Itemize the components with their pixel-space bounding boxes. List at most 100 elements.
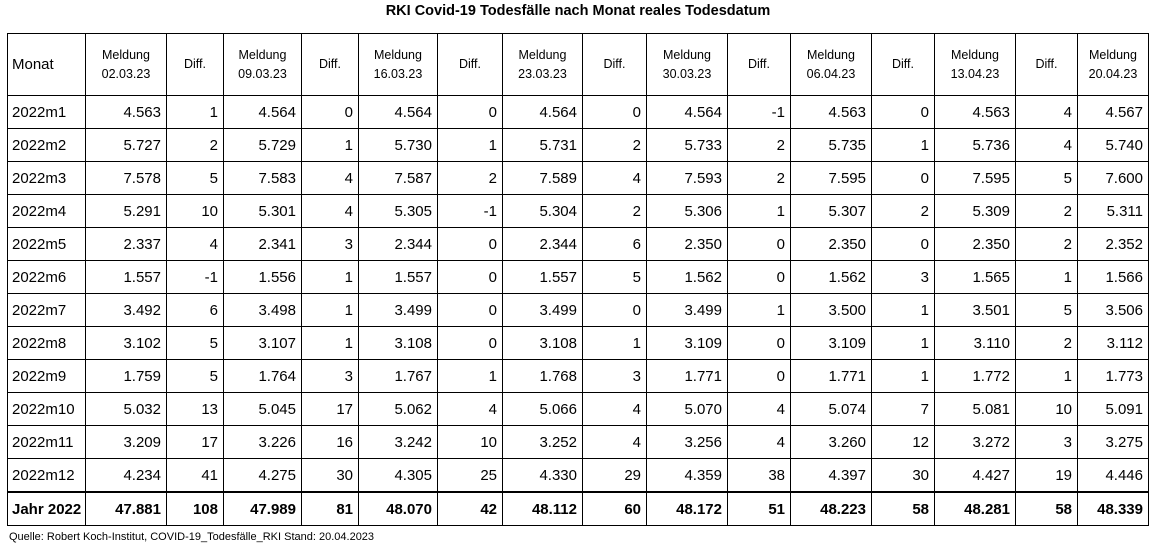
meldung-cell: 4.564 — [223, 95, 302, 129]
meldung-cell: 5.727 — [85, 128, 167, 162]
deaths-table: Monat Meldung 02.03.23 Diff. Meldung 09.03.23… — [7, 33, 1149, 526]
meldung-cell: 3.108 — [502, 326, 583, 360]
diff-cell: 1 — [301, 293, 359, 327]
table-title: RKI Covid-19 Todesfälle nach Monat reale… — [385, 3, 771, 19]
meldung-cell: 4.305 — [358, 458, 438, 493]
table-row: 2022m8 3.102 5 3.107 1 3.108 0 3.108 1 3.109 0 3.10… — [7, 326, 1149, 360]
diff-cell: 6 — [582, 227, 647, 261]
meldung-cell: 4.359 — [646, 458, 728, 493]
meldung-cell: 1.562 — [790, 260, 872, 294]
total-cell: 47.989 — [223, 491, 302, 526]
diff-cell: 25 — [437, 458, 503, 493]
meldung-cell: 5.740 — [1077, 128, 1149, 162]
diff-cell: 13 — [166, 392, 224, 426]
meldung-cell: 1.759 — [85, 359, 167, 393]
diff-cell: 1 — [301, 326, 359, 360]
diff-cell: 0 — [582, 293, 647, 327]
diff-cell: 10 — [437, 425, 503, 459]
meldung-cell: 1.764 — [223, 359, 302, 393]
diff-cell: 29 — [582, 458, 647, 493]
month-cell: 2022m10 — [7, 392, 86, 426]
diff-cell: 4 — [301, 194, 359, 228]
meldung-cell: 5.735 — [790, 128, 872, 162]
diff-cell: 5 — [582, 260, 647, 294]
total-cell: 58 — [871, 491, 935, 526]
header-line: 09.03.23 — [238, 66, 287, 81]
meldung-cell: 5.074 — [790, 392, 872, 426]
meldung-cell: 5.081 — [934, 392, 1016, 426]
diff-cell: 0 — [301, 95, 359, 129]
meldung-cell: 4.275 — [223, 458, 302, 493]
diff-cell: 16 — [301, 425, 359, 459]
meldung-cell: 4.446 — [1077, 458, 1149, 493]
meldung-cell: 7.578 — [85, 161, 167, 195]
table-row: 2022m1 4.563 1 4.564 0 4.564 0 4.564 0 4.564 -1 4.5… — [7, 95, 1149, 129]
month-cell: 2022m4 — [7, 194, 86, 228]
meldung-cell: 3.252 — [502, 425, 583, 459]
header-diff: Diff. — [727, 33, 791, 96]
header-line: Meldung — [238, 47, 287, 62]
meldung-cell: 4.234 — [85, 458, 167, 493]
meldung-cell: 1.566 — [1077, 260, 1149, 294]
meldung-cell: 3.209 — [85, 425, 167, 459]
diff-cell: 4 — [582, 392, 647, 426]
diff-cell: 10 — [1015, 392, 1078, 426]
meldung-cell: 1.773 — [1077, 359, 1149, 393]
meldung-cell: 4.330 — [502, 458, 583, 493]
header-row: Monat Meldung 02.03.23 Diff. Meldung 09.03.23… — [7, 33, 1149, 96]
meldung-cell: 2.341 — [223, 227, 302, 261]
meldung-cell: 2.352 — [1077, 227, 1149, 261]
total-cell: 51 — [727, 491, 791, 526]
meldung-cell: 3.256 — [646, 425, 728, 459]
diff-cell: 2 — [871, 194, 935, 228]
meldung-cell: 5.729 — [223, 128, 302, 162]
total-cell: 81 — [301, 491, 359, 526]
diff-cell: 12 — [871, 425, 935, 459]
meldung-cell: 5.311 — [1077, 194, 1149, 228]
diff-cell: 0 — [582, 95, 647, 129]
diff-cell: 2 — [582, 128, 647, 162]
diff-cell: 2 — [1015, 227, 1078, 261]
diff-cell: 41 — [166, 458, 224, 493]
diff-cell: 1 — [582, 326, 647, 360]
meldung-cell: 2.337 — [85, 227, 167, 261]
diff-cell: 7 — [871, 392, 935, 426]
total-cell: 108 — [166, 491, 224, 526]
meldung-cell: 5.062 — [358, 392, 438, 426]
meldung-cell: 5.301 — [223, 194, 302, 228]
total-cell: 48.112 — [502, 491, 583, 526]
meldung-cell: 2.350 — [646, 227, 728, 261]
meldung-cell: 5.045 — [223, 392, 302, 426]
diff-cell: 2 — [166, 128, 224, 162]
meldung-cell: 4.563 — [934, 95, 1016, 129]
meldung-cell: 3.109 — [646, 326, 728, 360]
meldung-cell: 1.562 — [646, 260, 728, 294]
diff-cell: 4 — [582, 425, 647, 459]
diff-cell: 4 — [1015, 128, 1078, 162]
meldung-cell: 4.427 — [934, 458, 1016, 493]
header-diff: Diff. — [582, 33, 647, 96]
diff-cell: 1 — [1015, 260, 1078, 294]
meldung-cell: 2.344 — [502, 227, 583, 261]
source-note: Quelle: Robert Koch-Institut, COVID-19_T… — [9, 531, 375, 543]
diff-cell: 2 — [727, 161, 791, 195]
diff-cell: 5 — [1015, 161, 1078, 195]
diff-cell: 1 — [871, 128, 935, 162]
diff-cell: 2 — [1015, 194, 1078, 228]
header-line: Meldung — [1089, 47, 1137, 62]
total-cell: 48.339 — [1077, 491, 1149, 526]
month-cell: 2022m12 — [7, 458, 86, 493]
diff-cell: 1 — [871, 359, 935, 393]
diff-cell: -1 — [437, 194, 503, 228]
meldung-cell: 3.498 — [223, 293, 302, 327]
diff-cell: 1 — [301, 260, 359, 294]
diff-cell: 5 — [166, 161, 224, 195]
diff-cell: 0 — [437, 95, 503, 129]
meldung-cell: 3.226 — [223, 425, 302, 459]
diff-cell: 4 — [727, 392, 791, 426]
diff-cell: -1 — [727, 95, 791, 129]
header-diff: Diff. — [437, 33, 503, 96]
meldung-cell: 3.506 — [1077, 293, 1149, 327]
header-line: Diff. — [459, 57, 481, 71]
table-row: 2022m9 1.759 5 1.764 3 1.767 1 1.768 3 1.771 0 1.77… — [7, 359, 1149, 393]
